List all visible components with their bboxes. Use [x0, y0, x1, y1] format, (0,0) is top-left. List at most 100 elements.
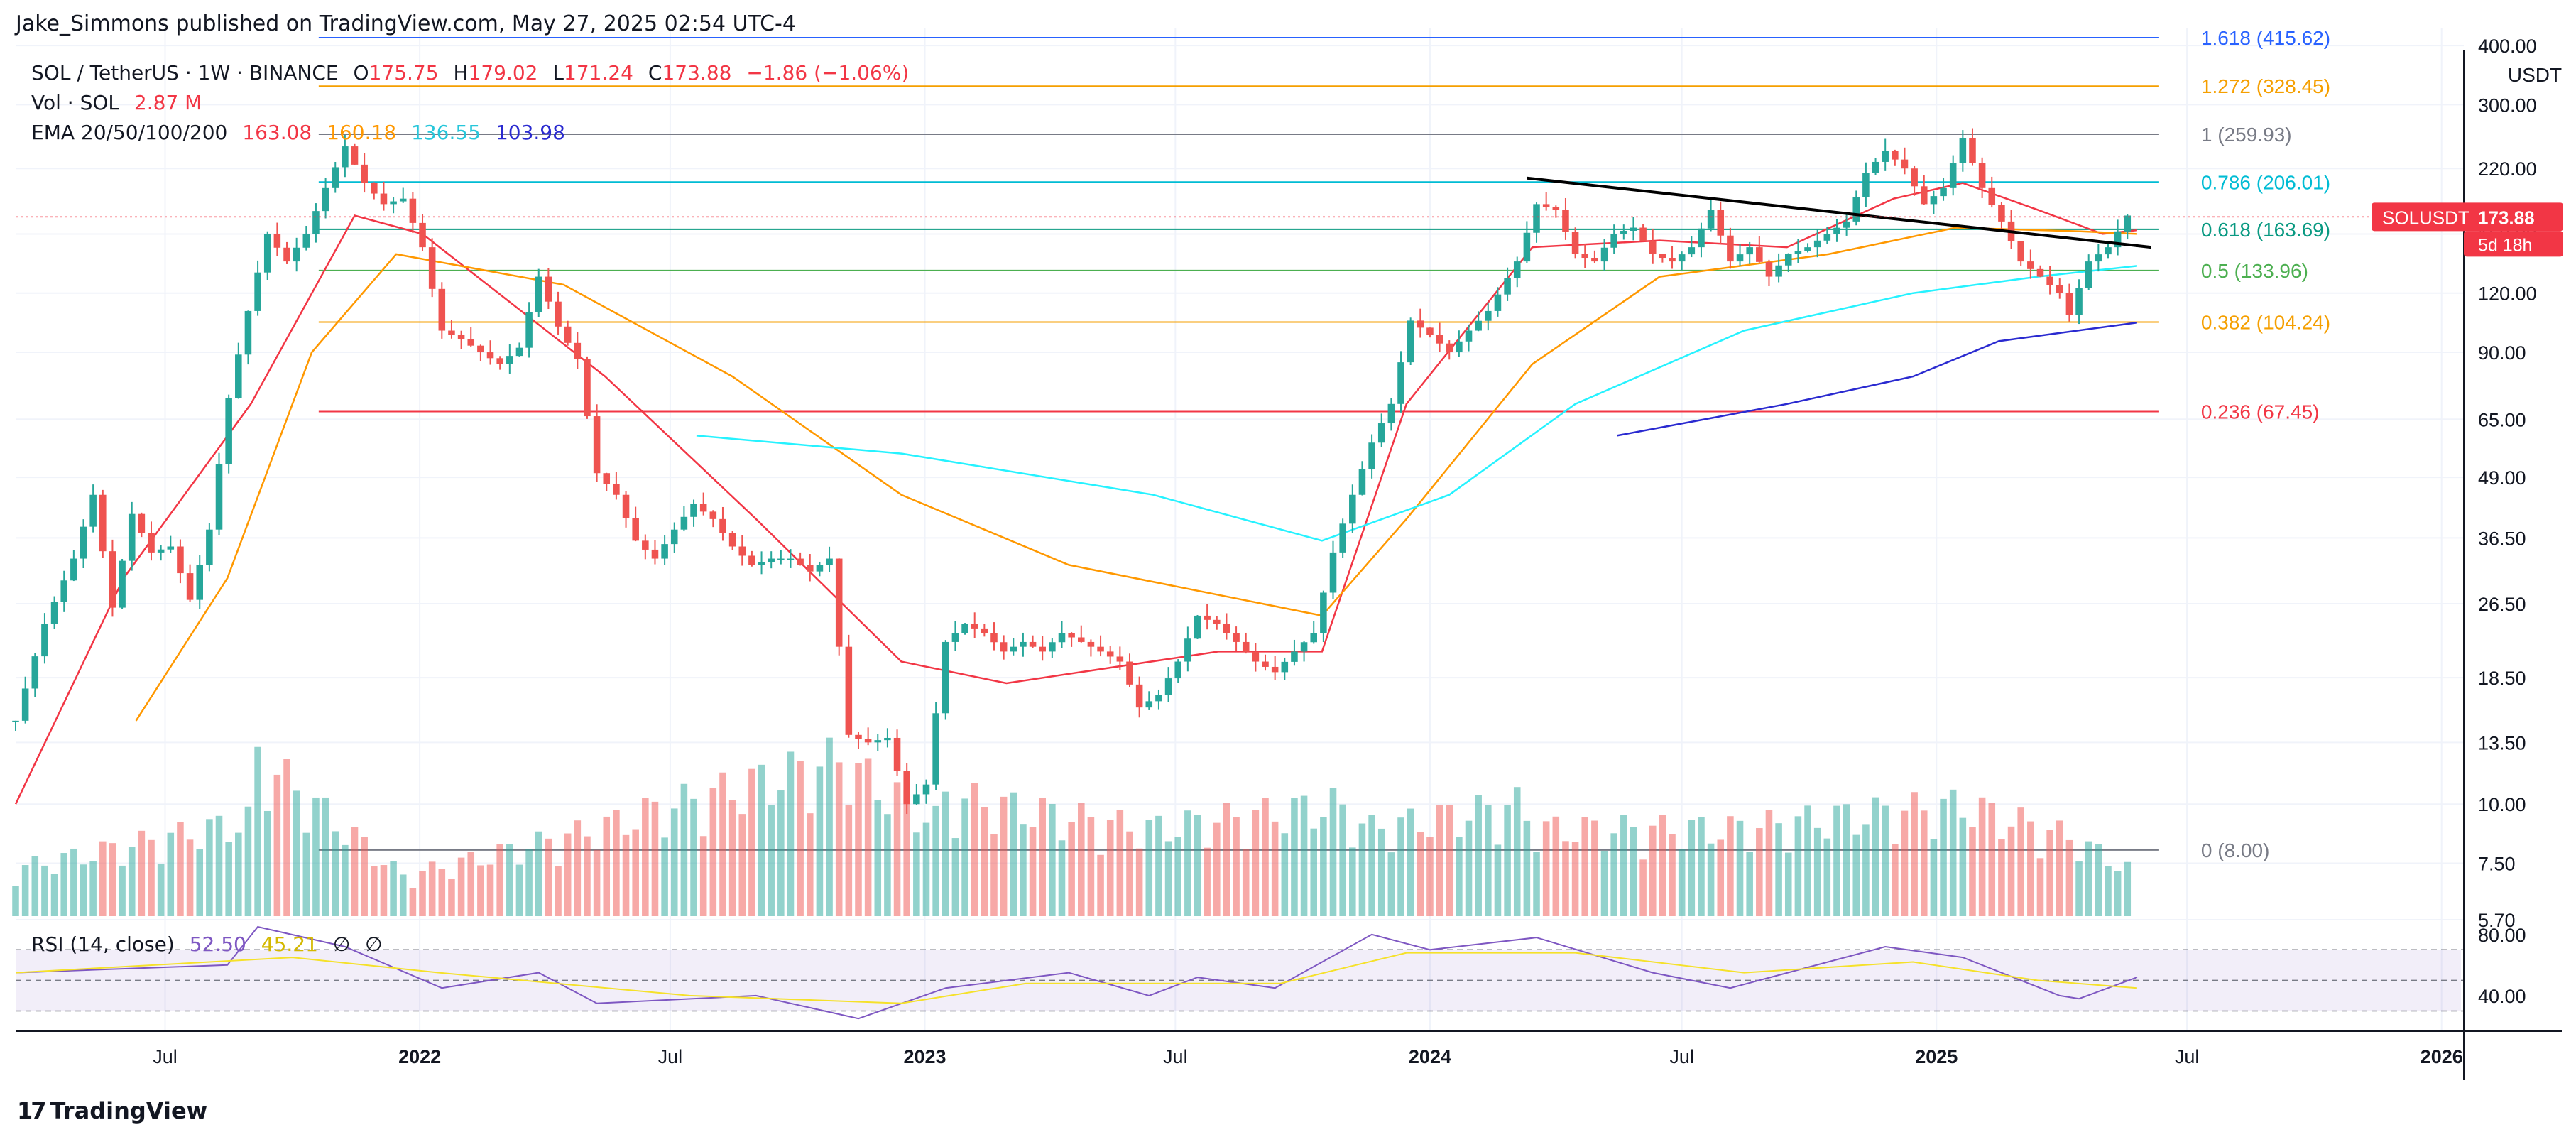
time-axis-labels[interactable]: Jul 2022 Jul 2023 Jul 2024 Jul 2025 Jul 2026	[153, 1046, 2463, 1067]
candle-body	[797, 558, 804, 565]
volume-legend[interactable]: Vol · SOL 2.87 M	[31, 91, 210, 114]
volume-label: Vol · SOL	[31, 91, 120, 114]
candle-body	[1126, 661, 1133, 685]
candle-body	[1465, 330, 1473, 342]
volume-bar	[457, 857, 465, 916]
candle-body	[2095, 254, 2102, 262]
volume-bar	[1620, 815, 1627, 916]
volume-bar	[1978, 797, 1986, 916]
candle-body	[1949, 163, 1957, 188]
time-tick-label: 2023	[903, 1046, 946, 1067]
candle-body	[728, 533, 736, 547]
candle-body	[1223, 624, 1230, 633]
candle-body	[738, 546, 746, 556]
volume-bar	[555, 866, 562, 916]
volume-bar	[1988, 803, 1996, 916]
rsi-tick-label: 80.00	[2478, 925, 2526, 946]
volume-bar	[1281, 833, 1289, 916]
volume-bar	[709, 788, 717, 916]
candle-body	[31, 656, 39, 689]
price-axis-labels[interactable]: 400.00300.00220.00160.00120.0090.0065.00…	[2478, 36, 2537, 1007]
candle-body	[496, 358, 503, 364]
volume-bar	[1204, 847, 1211, 916]
candle-body	[206, 529, 213, 565]
volume-bar	[884, 814, 891, 916]
rsi-legend[interactable]: RSI (14, close) 52.50 45.21 ∅ ∅	[31, 932, 391, 956]
candle-body	[342, 146, 349, 168]
volume-bar	[545, 838, 552, 916]
candle-body	[545, 276, 552, 302]
candle-body	[971, 624, 978, 629]
volume-bar	[1097, 854, 1104, 916]
candle-body	[1959, 138, 1967, 163]
volume-bar	[797, 761, 804, 916]
candle-body	[1377, 423, 1385, 443]
price-tick-label: 13.50	[2478, 732, 2526, 754]
last-price-symbol: SOLUSDT	[2382, 207, 2469, 228]
candle-body	[1494, 294, 1502, 311]
time-tick-label: 2026	[2421, 1046, 2463, 1067]
volume-bar	[738, 814, 746, 916]
volume-bar	[1078, 803, 1085, 916]
volume-bar	[1920, 810, 1928, 916]
tradingview-logo[interactable]: 17 TradingView	[17, 1097, 207, 1124]
volume-bar	[2007, 826, 2015, 916]
candle-body	[41, 624, 48, 657]
volume-bar	[981, 807, 988, 916]
volume-bar	[80, 864, 87, 916]
volume-bar	[167, 832, 175, 916]
last-price-badge	[2372, 202, 2563, 232]
volume-bar	[1630, 827, 1637, 916]
volume-bar	[1833, 805, 1840, 916]
volume-bar	[670, 808, 678, 916]
close-label: C	[648, 61, 662, 85]
volume-bar	[593, 849, 601, 916]
candle-body	[1397, 362, 1404, 404]
volume-bar	[632, 829, 639, 916]
bar-countdown: 5d 18h	[2478, 235, 2532, 255]
candle-body	[1436, 335, 1443, 344]
volume-bar	[31, 856, 39, 916]
volume-bar	[816, 766, 824, 916]
candle-body	[758, 561, 765, 565]
candle-body	[777, 558, 785, 560]
trendline[interactable]	[1527, 176, 2151, 249]
candle-body	[1542, 204, 1550, 207]
candle-body	[806, 565, 814, 572]
price-tick-label: 300.00	[2478, 94, 2537, 116]
candle-body	[1164, 678, 1172, 695]
time-tick-label: Jul	[153, 1046, 178, 1067]
ema-legend[interactable]: EMA 20/50/100/200 163.08 160.18 136.55 1…	[31, 121, 574, 144]
volume-bar	[148, 839, 155, 916]
candle-body	[1358, 468, 1366, 495]
candle-body	[235, 354, 242, 398]
candle-body	[826, 558, 833, 565]
volume-bar	[2105, 866, 2112, 916]
volume-bar	[1087, 817, 1095, 916]
volume-bar	[855, 763, 862, 916]
candle-body	[1242, 641, 1250, 652]
candle-body	[699, 504, 707, 512]
rsi-value: 52.50	[189, 932, 246, 956]
symbol-name[interactable]: SOL / TetherUS · 1W · BINANCE	[31, 61, 339, 85]
fib-level-label: 1.618 (415.62)	[2201, 27, 2330, 49]
volume-bar	[1882, 805, 1889, 916]
volume-bar	[1320, 817, 1327, 916]
rsi-pane	[15, 925, 2464, 1020]
candle-body	[1882, 151, 1889, 162]
volume-bar	[409, 888, 417, 916]
volume-bar	[1911, 792, 1918, 916]
candle-body	[1204, 615, 1211, 620]
ema-line-1	[135, 227, 2137, 722]
volume-bar	[1058, 840, 1066, 916]
candle-body	[642, 540, 649, 550]
candle-body	[1262, 661, 1269, 667]
candle-body	[70, 558, 77, 581]
volume-bar	[1145, 820, 1153, 916]
fib-level-label: 0.786 (206.01)	[2201, 171, 2330, 193]
candle-body	[584, 359, 591, 417]
symbol-legend[interactable]: SOL / TetherUS · 1W · BINANCE O175.75 H1…	[31, 61, 917, 85]
volume-bar	[574, 820, 582, 916]
open-label: O	[353, 61, 369, 85]
